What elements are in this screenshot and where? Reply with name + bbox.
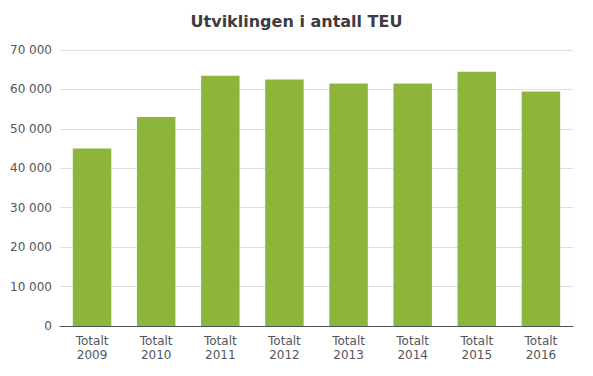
svg-text:2013: 2013 bbox=[333, 348, 364, 362]
svg-text:Totalt: Totalt bbox=[267, 334, 301, 348]
svg-text:2011: 2011 bbox=[205, 348, 236, 362]
svg-text:2009: 2009 bbox=[77, 348, 108, 362]
svg-text:40 000: 40 000 bbox=[10, 161, 52, 175]
svg-text:Totalt: Totalt bbox=[395, 334, 429, 348]
svg-text:60 000: 60 000 bbox=[10, 82, 52, 96]
svg-text:Totalt: Totalt bbox=[331, 334, 365, 348]
svg-text:Utviklingen i antall TEU: Utviklingen i antall TEU bbox=[191, 12, 403, 31]
svg-text:30 000: 30 000 bbox=[10, 201, 52, 215]
svg-text:70 000: 70 000 bbox=[10, 43, 52, 57]
svg-text:Totalt: Totalt bbox=[203, 334, 237, 348]
svg-text:2016: 2016 bbox=[526, 348, 557, 362]
svg-text:50 000: 50 000 bbox=[10, 122, 52, 136]
svg-text:0: 0 bbox=[44, 319, 52, 333]
svg-text:10 000: 10 000 bbox=[10, 280, 52, 294]
svg-text:Totalt: Totalt bbox=[524, 334, 558, 348]
svg-text:20 000: 20 000 bbox=[10, 240, 52, 254]
svg-text:Totalt: Totalt bbox=[139, 334, 173, 348]
svg-text:2010: 2010 bbox=[141, 348, 172, 362]
svg-text:Totalt: Totalt bbox=[75, 334, 109, 348]
svg-text:2014: 2014 bbox=[397, 348, 428, 362]
svg-text:2015: 2015 bbox=[462, 348, 493, 362]
svg-text:2012: 2012 bbox=[269, 348, 300, 362]
svg-text:Totalt: Totalt bbox=[459, 334, 493, 348]
